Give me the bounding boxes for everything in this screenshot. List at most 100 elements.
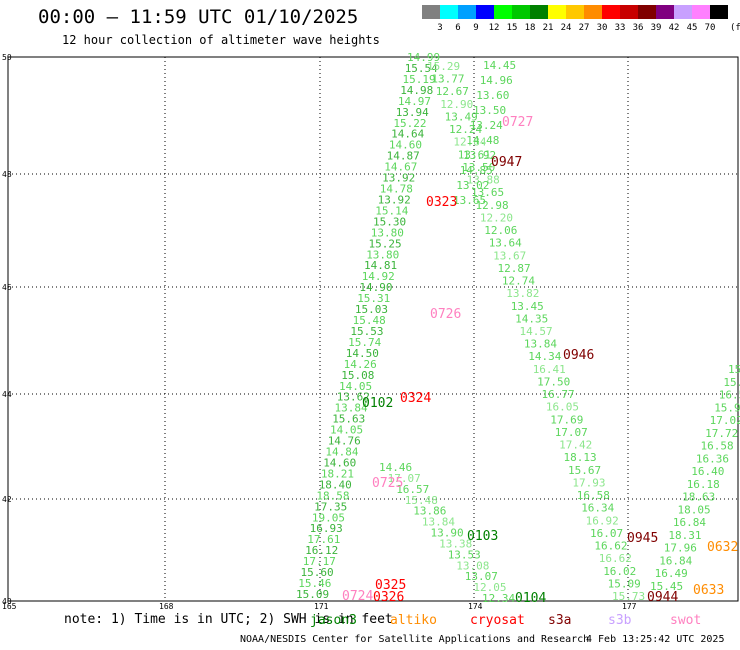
satellite-name: swot [670,613,702,628]
swh-value: 13.92 [463,149,496,162]
lon-label: 171 [314,602,329,611]
pass-time-label: 0947 [491,155,522,170]
swh-value: 13.82 [506,287,539,300]
pass-time-label: 0326 [373,590,404,605]
pass-time-label: 0946 [563,348,594,363]
swh-value: 12.87 [498,262,531,275]
swh-value: 13.88 [467,174,500,187]
swh-value: 16.07 [590,527,623,540]
swh-value: 14.46 [379,461,412,474]
swh-value: 16.57 [719,389,740,402]
swh-value: 17.35 [314,500,347,513]
pass-time-label: 0323 [426,195,457,210]
swh-value: 13.62 [337,391,370,404]
lat-label: 40 [2,597,12,606]
swh-value: 15.19 [403,73,436,86]
swh-value: 15.48 [353,314,386,327]
swh-value: 14.81 [364,259,397,272]
swh-value: 16.62 [594,540,627,553]
swh-value: 13.77 [431,73,464,86]
swh-value: 13.86 [413,505,446,518]
swh-value: 14.57 [520,325,553,338]
swh-value: 12.74 [502,275,535,288]
swh-value: 12.84 [453,136,486,149]
swh-value: 15.09 [608,577,641,590]
swh-value: 13.45 [511,300,544,313]
swh-value: 18.13 [564,451,597,464]
swh-value: 14.97 [398,95,431,108]
swh-value: 14.92 [362,270,395,283]
pass-time-label: 0104 [515,591,546,606]
legend-label: 6 [455,23,461,33]
swh-value: 15.67 [568,464,601,477]
map-frame [7,56,739,602]
swh-value: 16.92 [586,514,619,527]
swh-value: 15.46 [298,577,331,590]
swh-value: 12.67 [436,85,469,98]
swh-value: 14.48 [466,134,499,147]
pass-time-label: 0724 [342,589,373,604]
pass-time-label: 0944 [647,590,678,605]
legend-swatch [530,5,548,19]
swh-value: 13.80 [366,248,399,261]
swh-value: 13.65 [471,186,504,199]
page-subtitle: 12 hour collection of altimeter wave hei… [62,33,380,47]
swh-value: 14.35 [515,312,548,325]
swh-value: 15.63 [332,413,365,426]
swh-value: 18.05 [678,503,711,516]
legend-swatch [656,5,674,19]
swh-value: 15.54 [405,62,438,75]
swh-value: 18.58 [316,489,349,502]
swh-value: 14.78 [380,183,413,196]
note-text: note: 1) Time is in UTC; 2) SWH is in fe… [64,612,393,627]
legend-swatch [548,5,566,19]
swh-value: 14.60 [323,457,356,470]
swh-value: 13.90 [431,527,464,540]
swh-value: 14.96 [480,74,513,87]
swh-value: 16.02 [603,565,636,578]
swh-value: 13.92 [378,194,411,207]
swh-value: 14.90 [359,281,392,294]
swh-value: 15.48 [405,494,438,507]
swh-value: 14.45 [483,59,516,72]
swh-value: 13.94 [396,106,429,119]
pass-time-label: 0325 [375,578,406,593]
legend-swatch [638,5,656,19]
swh-value: 16.57 [396,483,429,496]
swh-value: 14.84 [325,446,358,459]
swh-value: 14.99 [407,51,440,64]
swh-value: 16.49 [655,567,688,580]
swh-value: 16.05 [546,401,579,414]
swh-value: 13.50 [473,104,506,117]
lat-label: 44 [2,390,12,399]
swh-value: 16.41 [533,363,566,376]
swh-value: 12.20 [480,211,513,224]
legend-swatch [584,5,602,19]
legend-swatch [512,5,530,19]
swh-value: 15.09 [296,588,329,601]
swh-value: 16.93 [310,522,343,535]
pass-time-label: 0726 [430,307,461,322]
swh-value: 15.14 [375,204,408,217]
pass-time-label: 0633 [693,583,724,598]
swh-value: 17.02 [710,414,740,427]
swh-value: 16.58 [577,489,610,502]
legend-swatch [494,5,512,19]
legend-swatch [440,5,458,19]
swh-value: 13.49 [445,111,478,124]
swh-value: 17.93 [572,476,605,489]
swh-value: 13.24 [470,119,503,132]
swh-value: 14.60 [389,139,422,152]
swh-value: 17.17 [303,555,336,568]
swh-value: 14.85 [460,164,493,177]
swh-value: 14.50 [346,347,379,360]
swh-value: 15.73 [612,590,645,603]
legend-swatch [458,5,476,19]
satellite-name: altiko [390,613,437,628]
swh-value: 13.84 [422,516,455,529]
swh-value: 14.05 [339,380,372,393]
swh-value: 15.03 [355,303,388,316]
legend-swatch [620,5,638,19]
lat-label: 50 [2,53,12,62]
swh-value: 13.92 [382,172,415,185]
